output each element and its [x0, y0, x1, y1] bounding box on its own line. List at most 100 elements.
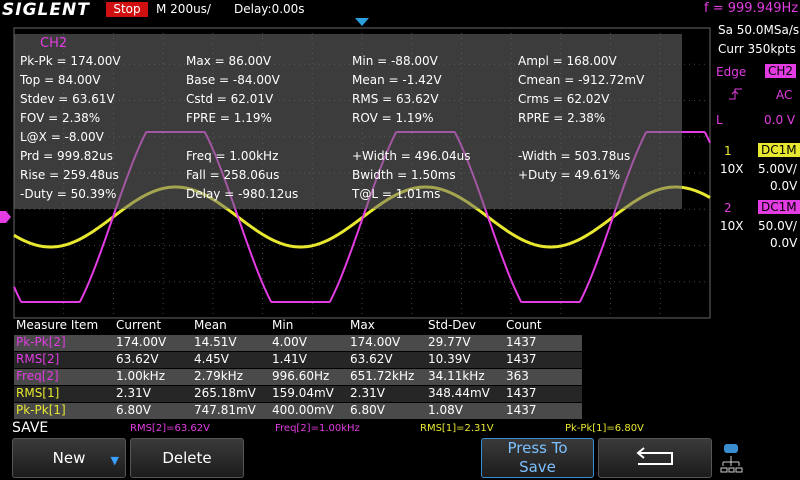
measure-item: Pk-Pk = 174.00V — [20, 54, 121, 68]
status-item: Pk-Pk[1]=6.80V — [565, 423, 644, 434]
delete-button[interactable]: Delete — [130, 438, 244, 478]
measure-item: Max = 86.00V — [186, 54, 272, 68]
measure-item: +Width = 496.04us — [352, 149, 471, 163]
stat-cell: 10.39V — [428, 352, 471, 366]
stat-cell: 6.80V — [116, 403, 151, 417]
stat-cell: 1437 — [506, 335, 537, 349]
measure-item: Stdev = 63.61V — [20, 92, 115, 106]
edge-icon — [729, 88, 742, 100]
measure-item: FOV = 2.38% — [20, 111, 101, 125]
channel-scale: 50.0V/ — [758, 219, 797, 233]
measure-item: +Duty = 49.61% — [518, 168, 621, 182]
measure-item: -Duty = 50.39% — [20, 187, 117, 201]
new-button[interactable]: New ▼ — [12, 438, 126, 478]
stat-cell: 2.79kHz — [194, 369, 243, 383]
stat-cell: 63.62V — [116, 352, 159, 366]
measure-item: -Width = 503.78us — [518, 149, 631, 163]
stat-cell: 63.62V — [350, 352, 393, 366]
measure-item: Cstd = 62.01V — [186, 92, 274, 106]
measure-item: L@X = -8.00V — [20, 130, 104, 144]
stat-header: Count — [506, 318, 542, 332]
stat-cell: 1.08V — [428, 403, 463, 417]
channel-scale: 5.00V/ — [758, 162, 797, 176]
stat-cell: 34.11kHz — [428, 369, 485, 383]
stat-cell: 14.51V — [194, 335, 237, 349]
stat-cell: 651.72kHz — [350, 369, 415, 383]
stat-cell: 4.45V — [194, 352, 229, 366]
stat-cell: 400.00mV — [272, 403, 334, 417]
stat-cell: Freq[2] — [16, 369, 59, 383]
stat-header: Max — [350, 318, 375, 332]
stat-cell: 1.41V — [272, 352, 307, 366]
ch2-marker — [0, 211, 11, 223]
stat-cell: 2.31V — [350, 386, 385, 400]
trigger-coupling: AC — [776, 88, 793, 102]
brand: SIGLENT — [2, 0, 90, 20]
stat-cell: 174.00V — [350, 335, 401, 349]
stat-cell: 363 — [506, 369, 529, 383]
channel-coupling: DC1M — [758, 143, 800, 157]
stat-row-bg — [14, 352, 582, 368]
stat-cell: 29.77V — [428, 335, 471, 349]
measure-item: RPRE = 2.38% — [518, 111, 606, 125]
stat-cell: 6.80V — [350, 403, 385, 417]
stat-cell: 2.31V — [116, 386, 151, 400]
measure-item: Base = -84.00V — [186, 73, 280, 87]
measure-item: Freq = 1.00kHz — [186, 149, 279, 163]
measure-item: T@L = 1.01ms — [352, 187, 441, 201]
memory-depth: Curr 350kpts — [718, 42, 796, 56]
channel-coupling: DC1M — [758, 200, 800, 214]
measure-item: Crms = 62.02V — [518, 92, 610, 106]
measure-item: Rise = 259.48us — [20, 168, 119, 182]
frequency: f = 999.949Hz — [704, 1, 799, 16]
stat-header: Std-Dev — [428, 318, 476, 332]
trigger-position — [355, 18, 369, 26]
stat-cell: 1.00kHz — [116, 369, 165, 383]
stat-cell: 1437 — [506, 403, 537, 417]
stat-cell: RMS[1] — [16, 386, 60, 400]
trigger-source[interactable]: CH2 — [765, 64, 797, 78]
measure-item: RMS = 63.62V — [352, 92, 439, 106]
channel-offset: 0.0V — [770, 236, 798, 250]
save-button[interactable]: Press To Save — [481, 438, 594, 478]
button-label: New — [52, 449, 86, 467]
stat-cell: 1437 — [506, 352, 537, 366]
timebase: M 200us/ — [156, 2, 211, 16]
back-button[interactable] — [598, 438, 712, 478]
back-icon — [636, 447, 673, 465]
sample-rate: Sa 50.0MSa/s — [718, 23, 800, 37]
delay: Delay:0.00s — [234, 2, 305, 16]
channel-probe: 10X — [720, 162, 744, 176]
stat-cell: 174.00V — [116, 335, 167, 349]
stat-cell: 159.04mV — [272, 386, 334, 400]
run-status[interactable]: Stop — [106, 2, 148, 17]
stat-cell: Pk-Pk[1] — [16, 403, 66, 417]
stat-row-bg — [14, 335, 582, 351]
channel-number: 2 — [724, 201, 732, 215]
stat-header: Current — [116, 318, 162, 332]
measure-item: Fall = 258.06us — [186, 168, 280, 182]
measure-item: Mean = -1.42V — [352, 73, 442, 87]
measure-item: ROV = 1.19% — [352, 111, 434, 125]
stat-row-bg — [14, 403, 582, 419]
stat-cell: 996.60Hz — [272, 369, 330, 383]
measure-item: FPRE = 1.19% — [186, 111, 272, 125]
save-label: SAVE — [12, 420, 49, 436]
stat-header: Min — [272, 318, 294, 332]
measure-item: Ampl = 168.00V — [518, 54, 617, 68]
button-label: Press To Save — [507, 439, 568, 476]
network-icon — [720, 444, 743, 473]
stat-row-bg — [14, 369, 582, 385]
stat-cell: 1437 — [506, 386, 537, 400]
measure-item: Min = -88.00V — [352, 54, 438, 68]
measure-title: CH2 — [40, 36, 68, 51]
stat-cell: 348.44mV — [428, 386, 490, 400]
trigger-level: 0.0 V — [764, 113, 796, 127]
measure-item: Prd = 999.82us — [20, 149, 113, 163]
stat-cell: RMS[2] — [16, 352, 60, 366]
stat-header: Mean — [194, 318, 227, 332]
measure-item: Top = 84.00V — [20, 73, 101, 87]
stat-cell: 747.81mV — [194, 403, 256, 417]
trigger-type: Edge — [716, 65, 747, 79]
